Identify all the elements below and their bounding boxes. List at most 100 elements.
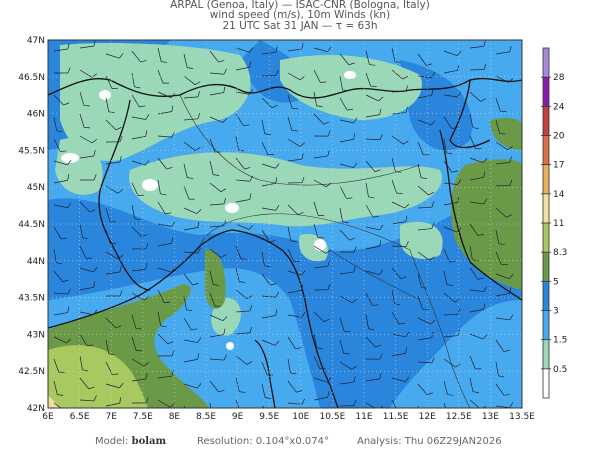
wind-barb [53, 270, 69, 283]
wind-barb [443, 50, 462, 56]
wind-barb [287, 284, 304, 294]
wind-barb [469, 245, 479, 262]
lat-tick-label: 43N [27, 330, 45, 340]
wind-barb [183, 295, 193, 312]
wind-barb [365, 182, 375, 199]
wind-barb [261, 309, 278, 319]
wind-barb [79, 245, 93, 259]
wind-barb [209, 86, 226, 96]
lat-tick-label: 44N [27, 257, 45, 267]
wind-barb [313, 377, 332, 383]
wind-barb [417, 357, 435, 364]
wind-barb [287, 116, 298, 132]
lon-axis: 6E 6.5E 7E 7.5E 8E 8.5E 9E 9.5E 10E 10.5E 11E 11.5E… [42, 412, 535, 422]
wind-barb [183, 163, 194, 179]
wind-barb [313, 333, 323, 350]
wind-barb [391, 179, 403, 194]
wind-barb [235, 289, 253, 300]
wind-barb [365, 204, 379, 218]
wind-barb [495, 383, 511, 396]
lon-tick-label: 10E [292, 412, 309, 422]
wind-barb [313, 150, 330, 159]
wind-barb [261, 97, 278, 109]
wind-barb [469, 303, 486, 313]
wind-barb [339, 207, 349, 224]
wind-barb [391, 157, 402, 173]
wind-barb [339, 162, 358, 169]
wind-barb [183, 91, 201, 99]
colorbar-label: 0.5 [553, 365, 567, 375]
wind-barb [495, 45, 512, 55]
wind-barb [339, 339, 350, 355]
wind-barb [495, 75, 514, 83]
wind-barb [287, 380, 303, 393]
wind-barb [313, 311, 330, 323]
wind-barb [183, 221, 200, 231]
colorbar-swatch [543, 193, 549, 223]
wind-barb [443, 138, 453, 155]
wind-barb [313, 283, 331, 291]
wind-barb [79, 150, 96, 159]
wind-barb [53, 116, 63, 133]
wind-barb [105, 229, 117, 245]
wind-barb [443, 380, 454, 396]
wind-barb [365, 372, 382, 382]
colorbar-label: 17 [553, 161, 564, 171]
colorbar-swatch [543, 223, 549, 253]
wind-barb [131, 243, 149, 250]
colorbar-swatch [543, 368, 549, 398]
wind-barb [391, 376, 410, 382]
lon-tick-label: 6E [42, 412, 54, 422]
wind-barb [209, 198, 227, 206]
lon-tick-label: 12E [419, 412, 436, 422]
wind-barb [53, 43, 70, 52]
wind-barb [391, 289, 401, 306]
wind-barb [495, 119, 506, 135]
wind-barb [157, 370, 174, 379]
colorbar-swatch [543, 252, 549, 282]
wind-barb [443, 91, 462, 98]
wind-barb [417, 163, 427, 179]
wind-barb [209, 116, 228, 123]
wind-barb [157, 399, 175, 408]
wind-barb [417, 222, 434, 231]
wind-barb [469, 267, 485, 280]
wind-barb [469, 223, 484, 236]
wind-barb [79, 91, 90, 107]
wind-barb [391, 106, 408, 115]
lon-tick-label: 7E [105, 412, 117, 422]
wind-barb [261, 46, 278, 55]
title-line-1: ARPAL (Genoa, Italy) — ISAC-CNR (Bologna… [170, 0, 430, 11]
wind-barb [339, 317, 351, 333]
lon-tick-label: 10.5E [320, 412, 346, 422]
wind-barb [365, 72, 377, 87]
wind-barb [313, 260, 330, 269]
wind-barb [313, 245, 331, 254]
wind-barb [79, 266, 98, 273]
wind-barb [495, 229, 505, 246]
wind-barb [495, 339, 510, 352]
wind-barb [209, 270, 220, 286]
wind-barb [183, 383, 202, 389]
wind-barb [131, 336, 143, 352]
wind-barb [443, 179, 462, 185]
wind-barb [79, 333, 94, 347]
wind-barb [443, 226, 462, 233]
wind-barb [235, 355, 253, 365]
lat-tick-label: 43.5N [18, 294, 45, 304]
wind-barb [469, 40, 486, 49]
wind-barb [79, 355, 89, 372]
wind-barb [365, 134, 383, 141]
title-line-2: wind speed (m/s), 10m Winds (kn) [209, 9, 391, 21]
lon-tick-label: 13.5E [509, 412, 535, 422]
lon-tick-label: 11.5E [383, 412, 409, 422]
wind-barb [131, 72, 141, 89]
wind-barb [105, 382, 124, 389]
wind-barb [209, 248, 227, 258]
wind-barb [157, 221, 176, 227]
wind-barb [53, 67, 71, 74]
wind-barb [469, 286, 488, 293]
wind-barb [443, 64, 460, 74]
wind-barb [443, 402, 447, 408]
wind-barb [209, 50, 225, 63]
